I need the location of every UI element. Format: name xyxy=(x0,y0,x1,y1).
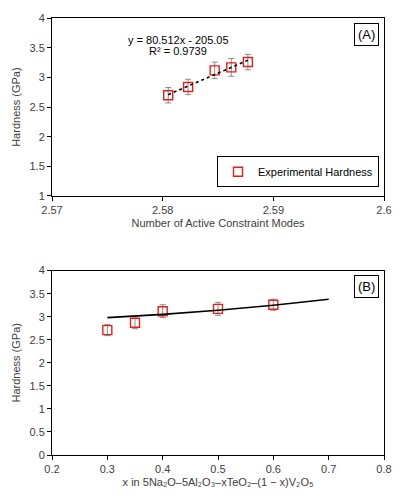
svg-text:4: 4 xyxy=(39,264,45,276)
svg-text:0.3: 0.3 xyxy=(100,463,115,475)
svg-text:0: 0 xyxy=(39,449,45,461)
svg-text:Number of Active Constraint Mo: Number of Active Constraint Modes xyxy=(131,217,305,229)
svg-text:0.7: 0.7 xyxy=(321,463,336,475)
svg-text:3.5: 3.5 xyxy=(30,288,45,300)
svg-text:2.6: 2.6 xyxy=(376,204,391,216)
svg-text:(A): (A) xyxy=(358,27,375,42)
svg-text:1.5: 1.5 xyxy=(30,160,45,172)
svg-text:Experimental Hardness: Experimental Hardness xyxy=(258,166,373,178)
svg-text:1.5: 1.5 xyxy=(30,380,45,392)
svg-text:0.5: 0.5 xyxy=(210,463,225,475)
svg-text:2.5: 2.5 xyxy=(30,334,45,346)
svg-text:2.58: 2.58 xyxy=(152,204,173,216)
svg-text:2: 2 xyxy=(39,357,45,369)
svg-text:3: 3 xyxy=(39,71,45,83)
svg-text:Hardness (GPa): Hardness (GPa) xyxy=(10,67,22,146)
svg-text:2.59: 2.59 xyxy=(263,204,284,216)
svg-text:3.5: 3.5 xyxy=(30,42,45,54)
svg-text:2.57: 2.57 xyxy=(41,204,62,216)
svg-text:R² = 0.9739: R² = 0.9739 xyxy=(149,45,207,57)
svg-text:1: 1 xyxy=(39,190,45,202)
svg-text:3: 3 xyxy=(39,311,45,323)
svg-text:x in 5Na₂O–5Al₂O₃–xTeO₂–(1 − x: x in 5Na₂O–5Al₂O₃–xTeO₂–(1 − x)V₂O₅ xyxy=(123,476,314,488)
svg-text:(B): (B) xyxy=(358,279,375,294)
svg-text:0.8: 0.8 xyxy=(376,463,391,475)
svg-text:Hardness (GPa): Hardness (GPa) xyxy=(10,323,22,402)
svg-text:0.5: 0.5 xyxy=(30,426,45,438)
svg-text:0.4: 0.4 xyxy=(155,463,170,475)
svg-text:1: 1 xyxy=(39,403,45,415)
svg-text:2: 2 xyxy=(39,131,45,143)
svg-text:2.5: 2.5 xyxy=(30,101,45,113)
svg-text:0.6: 0.6 xyxy=(266,463,281,475)
svg-text:y = 80.512x - 205.05: y = 80.512x - 205.05 xyxy=(128,34,229,46)
svg-text:0.2: 0.2 xyxy=(44,463,59,475)
svg-text:4: 4 xyxy=(39,12,45,24)
